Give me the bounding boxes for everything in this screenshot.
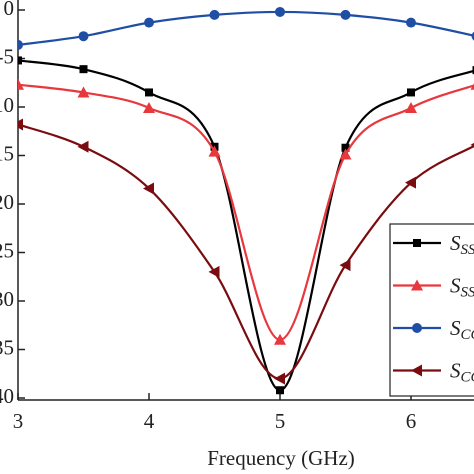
legend-label: SCC [450, 316, 474, 344]
marker [143, 182, 154, 195]
marker [276, 386, 284, 395]
series-line [18, 83, 474, 341]
y-tick-label: -20 [0, 190, 14, 214]
y-tick-label: 0 [4, 0, 15, 20]
series-line [18, 59, 474, 392]
marker [341, 143, 350, 152]
marker [77, 86, 90, 98]
legend-label-main: S [450, 231, 461, 255]
marker [79, 65, 88, 74]
marker [405, 176, 416, 189]
legend-label-main: S [450, 316, 461, 340]
marker [472, 66, 474, 75]
marker [471, 31, 474, 41]
marker [78, 31, 89, 42]
x-tick-label: 3 [13, 409, 24, 433]
marker [209, 9, 220, 20]
marker [18, 56, 22, 65]
y-tick-label: -15 [0, 141, 14, 165]
y-tick-label: -35 [0, 335, 14, 359]
marker [18, 118, 23, 131]
marker [413, 239, 421, 247]
legend: SSSSSSSCCSCC [389, 223, 474, 397]
legend-label-sub: CC [461, 327, 474, 343]
marker [208, 145, 221, 157]
x-tick-label: 5 [275, 409, 286, 433]
series-line [18, 10, 474, 47]
marker [407, 88, 415, 97]
y-tick-label: -5 [0, 44, 14, 68]
marker [470, 142, 474, 147]
marker [412, 323, 422, 333]
marker [145, 88, 153, 97]
x-tick-label: 4 [144, 409, 155, 433]
marker [274, 372, 285, 385]
legend-label-sub: SS [461, 285, 474, 301]
marker [208, 265, 220, 278]
marker [144, 17, 154, 28]
y-tick-label: -30 [0, 287, 14, 311]
marker [340, 9, 351, 20]
marker [18, 78, 24, 90]
marker [18, 39, 23, 50]
legend-label-sub: SS [461, 242, 474, 258]
y-tick-label: -25 [0, 238, 14, 262]
marker [405, 101, 417, 113]
marker [274, 333, 286, 345]
y-tick-label: -10 [0, 93, 14, 117]
x-tick-label: 6 [406, 409, 417, 433]
marker [77, 140, 89, 153]
marker [339, 259, 351, 272]
marker [406, 17, 416, 28]
legend-label-main: S [450, 358, 461, 382]
marker [339, 148, 352, 160]
legend-label: SSS [450, 273, 474, 301]
legend-label-main: S [450, 273, 461, 297]
y-tick-label: -40 [0, 384, 14, 408]
legend-box [389, 223, 474, 397]
marker [411, 364, 422, 377]
legend-label: SCC [450, 358, 474, 386]
legend-label-sub: CC [461, 370, 474, 386]
x-axis-label: Frequency (GHz) [207, 446, 355, 470]
marker [470, 83, 474, 90]
legend-label: SSS [450, 231, 474, 259]
marker [411, 279, 423, 291]
marker [143, 101, 155, 113]
plot-area [18, 6, 474, 395]
marker [275, 6, 285, 17]
series-line [18, 123, 474, 380]
